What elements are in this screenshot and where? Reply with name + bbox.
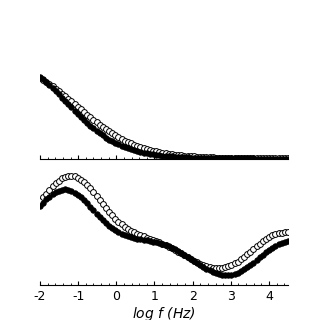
- X-axis label: log $f$ (Hz): log $f$ (Hz): [132, 305, 196, 320]
